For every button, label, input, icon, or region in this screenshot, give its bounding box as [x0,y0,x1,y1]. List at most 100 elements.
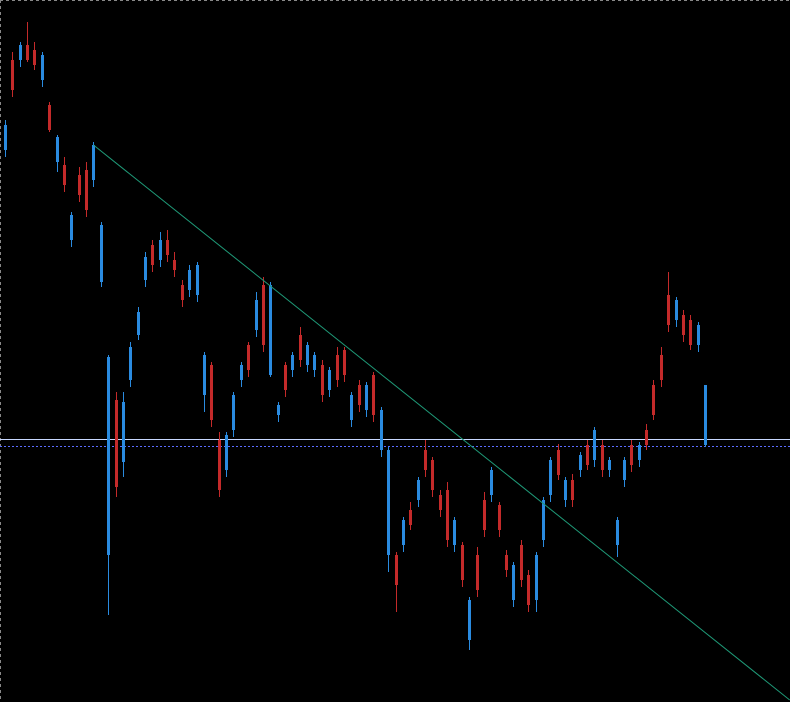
candle-body [358,385,361,405]
candle-body [70,215,73,240]
candle-body [11,60,14,90]
candle-body [181,285,184,300]
candle-body [527,575,530,605]
candle-body [498,505,501,530]
candle-body [159,240,162,260]
candle-body [402,520,405,545]
candle-body [645,430,648,445]
candle-body [365,385,368,410]
candle-body [372,375,375,415]
candle-body [652,385,655,415]
candle-body [173,260,176,270]
candle-body [424,450,427,470]
candle-body [63,165,66,185]
candle-body [660,355,663,380]
candle-body [122,402,125,462]
candle-body [667,295,670,325]
candle-body [151,245,154,265]
candle-body [218,440,221,490]
candle-body [277,405,280,415]
candle-body [549,460,552,495]
candle-body [505,555,508,570]
candle-body [431,460,434,490]
candle-body [350,395,353,420]
trend-line [93,144,790,701]
candle-body [188,270,191,290]
candle-body [586,445,589,465]
candle-body [704,385,707,445]
candle-body [129,347,132,380]
candle-body [638,445,641,460]
candle-body [78,175,81,195]
candle-body [520,545,523,580]
candle-body [85,170,88,210]
candle-body [41,55,44,80]
candle-body [453,520,456,545]
candle-body [196,265,199,295]
candle-body [210,365,213,420]
candle-body [26,45,29,60]
candle-body [395,555,398,585]
candle-body [56,137,59,162]
candle-body [321,365,324,395]
candle-body [409,510,412,525]
candle-body [557,450,560,475]
candle-body [328,370,331,390]
candle-body [284,365,287,390]
candle-body [166,240,169,255]
candle-body [336,355,339,380]
candle-body [535,555,538,600]
candle-body [48,105,51,130]
candle-body [483,500,486,530]
candle-body [468,600,471,640]
candle-body [564,480,567,500]
candle-body [291,355,294,370]
candle-body [203,355,206,395]
candle-body [100,225,103,282]
candle-body [313,355,316,370]
candle-body [269,285,272,375]
candle-body [593,430,596,460]
candle-body [343,350,346,375]
candle-body [630,445,633,465]
candle-body [571,480,574,500]
candle-body [225,435,228,470]
candle-body [19,45,22,60]
candle-body [675,300,678,320]
candle-body [144,257,147,280]
candle-body [476,555,479,590]
candle-body [697,325,700,345]
candle-body [33,50,36,65]
candle-body [387,450,390,555]
candle-body [512,565,515,600]
candle-body [247,345,250,370]
candle-body [306,345,309,365]
candle-body [232,395,235,430]
candle-body [579,455,582,470]
candle-body [446,490,449,540]
candle-body [92,145,95,180]
candle-body [608,460,611,470]
candle-body [616,520,619,545]
candle-body [682,315,685,335]
candle-body [542,500,545,540]
candle-body [689,320,692,345]
candle-body [107,357,110,555]
candle-body [380,410,383,450]
candle-body [262,285,265,345]
candle-body [601,445,604,470]
candle-body [439,495,442,510]
candle-body [255,300,258,330]
candle-body [240,365,243,380]
candle-body [490,470,493,495]
candle-body [115,400,118,487]
candle-body [623,460,626,480]
candle-body [4,125,7,150]
candle-body [417,480,420,500]
candle-body [461,545,464,580]
candle-body [299,335,302,360]
candle-body [137,312,140,335]
